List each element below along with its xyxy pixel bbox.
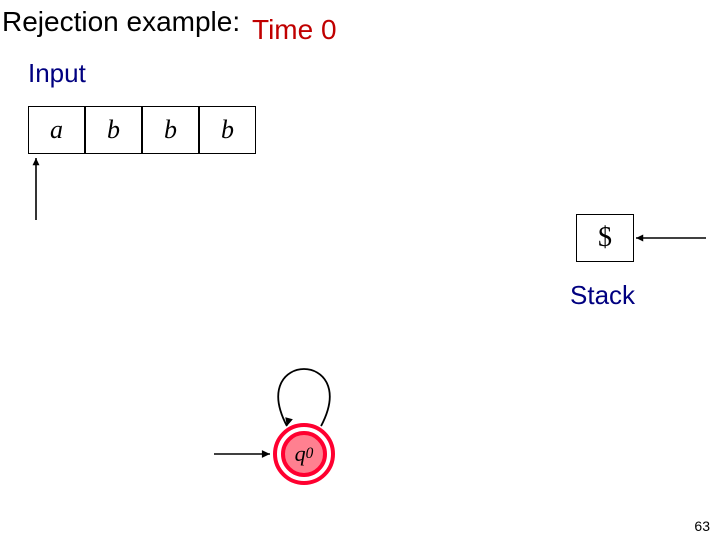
input-tape: abbb bbox=[28, 106, 256, 154]
time-label: Time 0 bbox=[252, 14, 337, 46]
state-q0: q0 bbox=[273, 423, 335, 485]
stack-label: Stack bbox=[570, 280, 635, 311]
tape-cell: b bbox=[85, 106, 142, 154]
input-label: Input bbox=[28, 58, 86, 89]
tape-cell: a bbox=[28, 106, 85, 154]
state-q0-label: q0 bbox=[281, 431, 327, 477]
tape-cell: b bbox=[199, 106, 256, 154]
title-rejection-example: Rejection example: bbox=[2, 6, 240, 38]
diagram-overlay bbox=[0, 0, 720, 540]
tape-cell: b bbox=[142, 106, 199, 154]
page-number: 63 bbox=[694, 518, 710, 534]
stack-top-cell: $ bbox=[576, 214, 634, 262]
